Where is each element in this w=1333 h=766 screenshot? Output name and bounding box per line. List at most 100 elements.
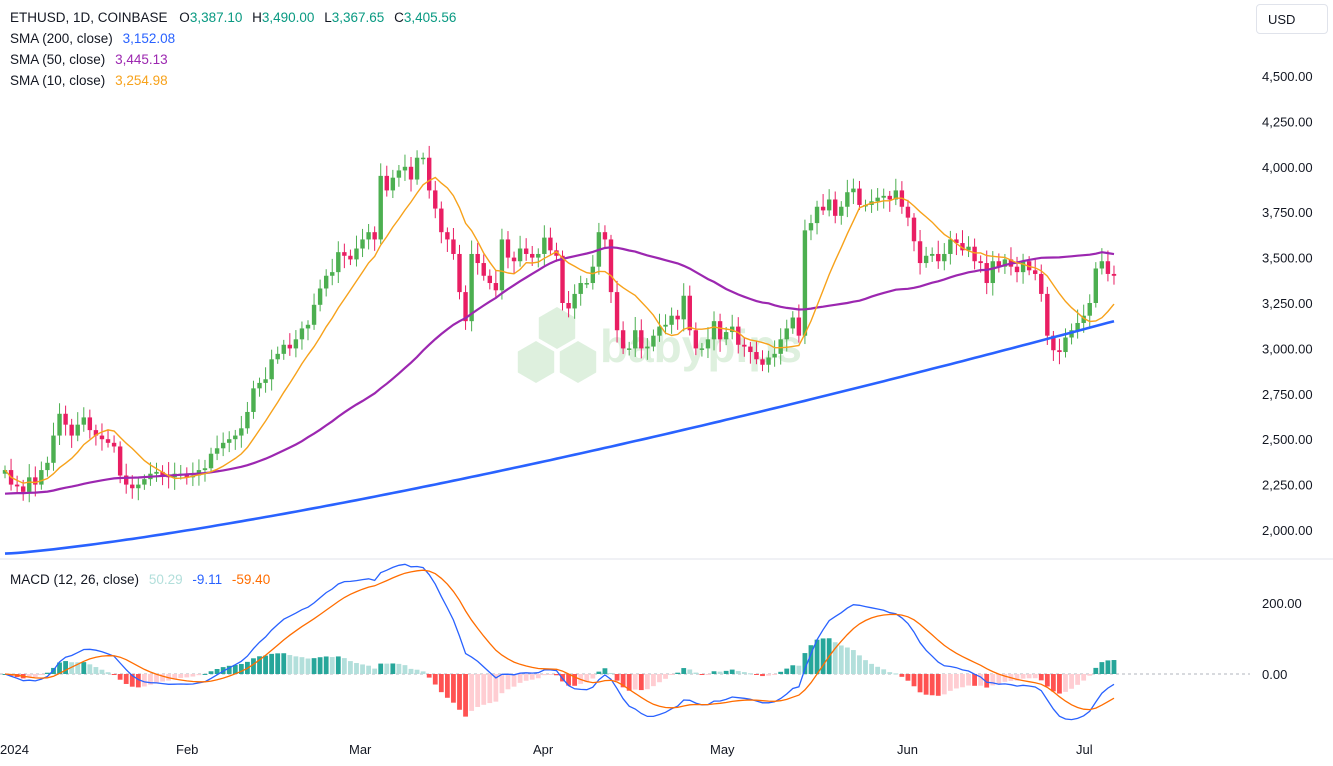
- candles: [2, 145, 1117, 503]
- candle: [154, 462, 159, 482]
- time-axis-label: Feb: [176, 742, 198, 757]
- sma10-legend: SMA (10, close) 3,254.98: [10, 73, 168, 88]
- macd-bar: [590, 674, 596, 679]
- macd-bar: [1081, 674, 1087, 681]
- macd-bar: [729, 669, 735, 674]
- candle: [942, 243, 947, 271]
- high-value: 3,490.00: [261, 10, 315, 25]
- macd-bar: [505, 674, 511, 690]
- macd-tick-label: 200.00: [1262, 596, 1302, 611]
- macd-bar: [966, 674, 971, 686]
- candle: [511, 251, 517, 274]
- macd-bar: [687, 669, 693, 674]
- currency-button[interactable]: USD: [1256, 4, 1328, 34]
- candle: [875, 188, 880, 211]
- macd-bar: [123, 674, 129, 684]
- macd-bar: [535, 674, 541, 679]
- candle: [287, 333, 293, 356]
- candle: [911, 213, 917, 252]
- macd-bar: [129, 674, 135, 687]
- candle: [778, 328, 783, 365]
- macd-bar: [554, 674, 559, 676]
- macd-bar: [438, 674, 444, 693]
- candle: [427, 145, 432, 199]
- macd-bar: [1075, 674, 1081, 685]
- candle: [317, 279, 323, 312]
- macd-bar: [626, 674, 632, 691]
- price-tick-label: 3,250.00: [1262, 296, 1313, 311]
- candle: [748, 341, 753, 364]
- macd-bar: [941, 674, 947, 695]
- candle: [239, 415, 244, 448]
- macd-line: [4, 563, 1115, 721]
- macd-bar: [93, 667, 99, 674]
- candle: [669, 307, 674, 334]
- macd-bar: [954, 674, 959, 689]
- sma10-line: [4, 176, 1115, 484]
- macd-bar: [699, 674, 705, 675]
- time-axis-label: Mar: [349, 742, 372, 757]
- macd-bar: [960, 674, 965, 688]
- macd-bar: [475, 674, 481, 707]
- candle: [457, 244, 462, 300]
- macd-bar: [693, 672, 699, 674]
- macd-bar: [602, 668, 608, 674]
- macd-bar: [196, 674, 202, 676]
- macd-bar: [420, 671, 426, 674]
- macd-bar: [402, 665, 408, 674]
- candle: [784, 319, 789, 352]
- macd-bar: [341, 658, 347, 674]
- macd-bar: [1105, 660, 1111, 674]
- candle: [81, 407, 86, 432]
- macd-bar: [81, 662, 87, 674]
- macd-bar: [305, 658, 311, 674]
- candle: [1069, 323, 1074, 345]
- macd-bar: [1050, 674, 1056, 692]
- macd-bar: [487, 674, 493, 704]
- candle: [730, 314, 735, 340]
- symbol-legend: ETHUSD, 1D, COINBASE O3,387.10 H3,490.00…: [10, 10, 456, 25]
- macd-bar: [929, 674, 935, 696]
- candle: [693, 322, 699, 356]
- time-axis-label: Jun: [897, 742, 918, 757]
- candle: [936, 240, 941, 269]
- candle: [1045, 286, 1050, 345]
- macd-bar: [263, 655, 268, 674]
- macd-bar: [26, 674, 32, 678]
- macd-bar: [548, 674, 553, 675]
- candle: [536, 248, 541, 268]
- price-tick-label: 3,500.00: [1262, 251, 1313, 266]
- macd-bar: [1063, 674, 1068, 692]
- macd-bar: [87, 664, 93, 674]
- macd-bar: [875, 666, 881, 674]
- macd-bar: [1087, 674, 1093, 676]
- macd-bar: [275, 653, 281, 674]
- close-value: 3,405.56: [403, 10, 457, 25]
- macd-bar: [493, 674, 499, 702]
- candle: [766, 350, 771, 373]
- macd-bar: [32, 674, 38, 678]
- macd-legend: MACD (12, 26, close) 50.29 -9.11 -59.40: [10, 572, 270, 587]
- candle: [39, 461, 44, 490]
- candle: [1033, 258, 1038, 281]
- macd-bar: [293, 656, 299, 674]
- candle: [433, 180, 438, 219]
- candle: [972, 238, 977, 270]
- candle: [639, 319, 644, 359]
- macd-bar: [917, 674, 923, 693]
- macd-bar: [802, 653, 808, 674]
- time-axis-label: Apr: [533, 742, 554, 757]
- candle: [560, 250, 565, 311]
- macd-bar: [844, 647, 850, 674]
- candle: [1111, 265, 1117, 285]
- candle: [227, 431, 232, 453]
- candle: [451, 227, 456, 260]
- candle: [1014, 256, 1020, 283]
- candle: [723, 326, 729, 346]
- candle: [984, 250, 989, 295]
- sma50-label: SMA (50, close): [10, 52, 106, 67]
- macd-bar: [584, 674, 590, 683]
- macd-bar: [723, 670, 729, 674]
- candle: [384, 165, 389, 197]
